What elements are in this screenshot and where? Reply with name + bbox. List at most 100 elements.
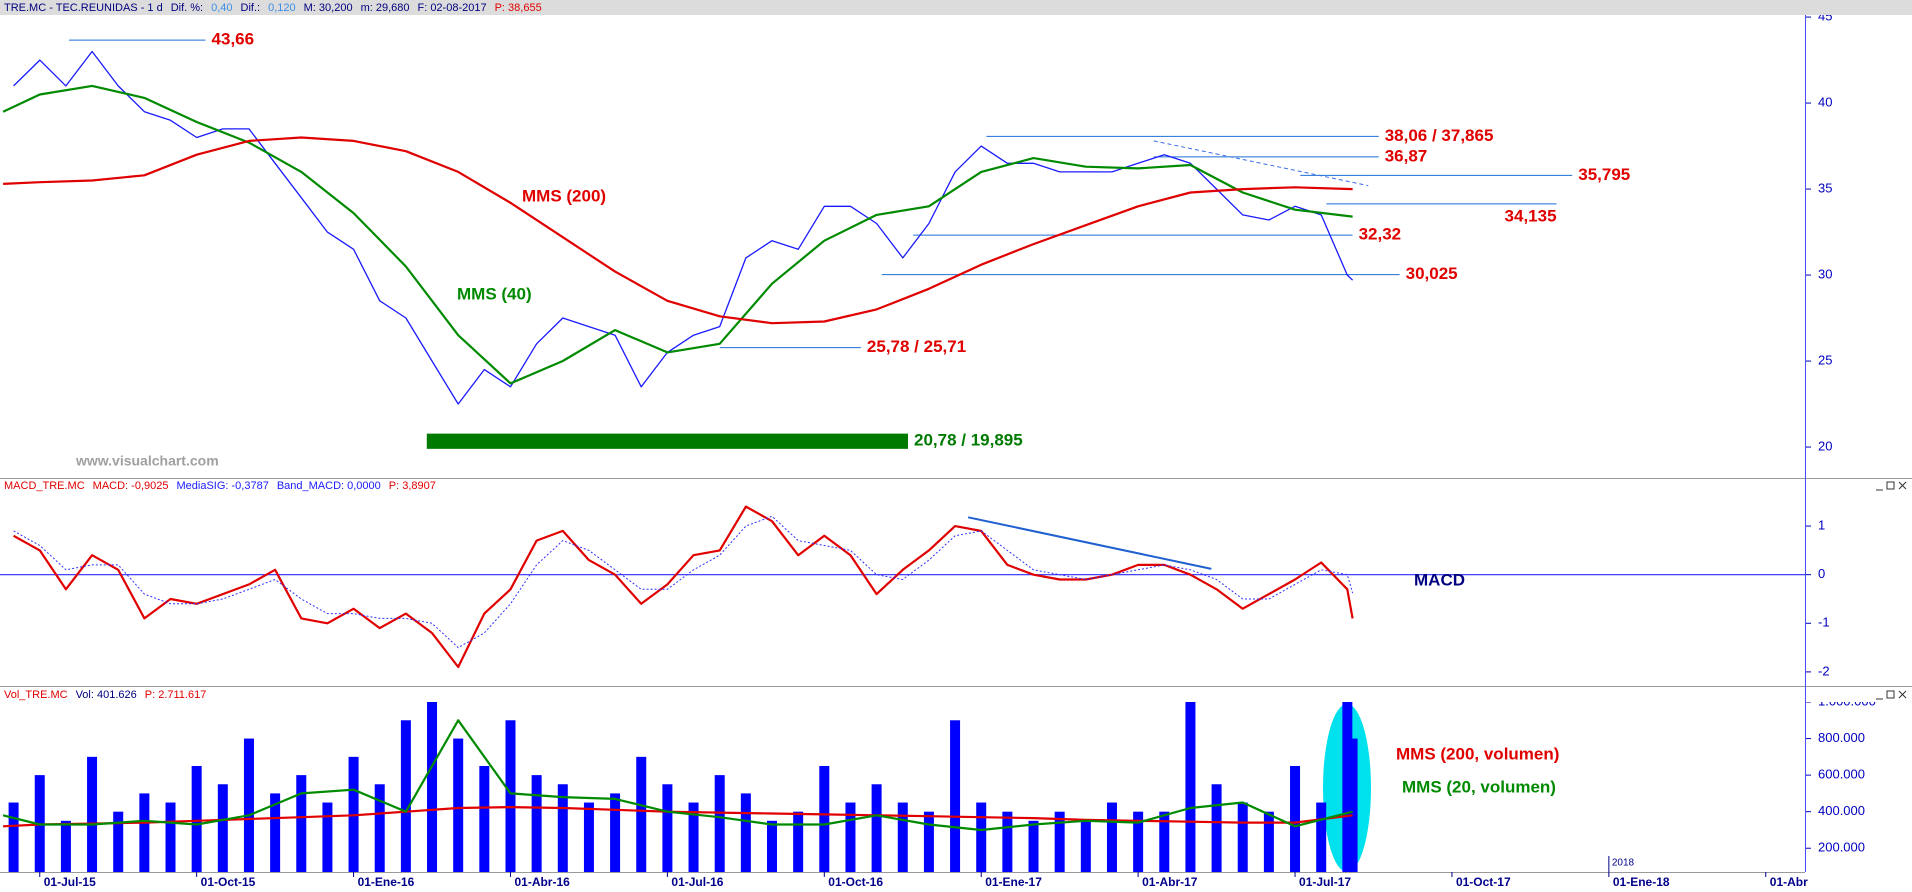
window-buttons[interactable]: [1876, 481, 1907, 491]
window-buttons[interactable]: [1876, 690, 1907, 700]
y-tick-label: 45: [1818, 9, 1832, 24]
volume-bar: [400, 720, 411, 872]
header-field: P: 2.711.617: [145, 689, 207, 701]
x-tick-label: 01-Ene-18: [1613, 875, 1670, 889]
header-field: P: 38,655: [495, 2, 542, 14]
volume-bar: [740, 793, 751, 872]
close-button[interactable]: [1898, 690, 1907, 699]
volume-bar: [1263, 811, 1274, 872]
y-tick-label: 200.000: [1818, 840, 1865, 855]
legend-label: MMS (20, volumen): [1402, 777, 1556, 796]
volume-bar: [662, 784, 673, 872]
volume-bar: [322, 802, 333, 872]
y-tick-label: 600.000: [1818, 767, 1865, 782]
series-line: [2, 84, 1353, 385]
year-label: 2018: [1612, 858, 1635, 869]
volume-bar: [1080, 820, 1091, 872]
x-tick-label: 01-Abr-16: [514, 875, 570, 889]
y-tick-label: 1.000.000: [1818, 693, 1876, 708]
volume-bar: [453, 738, 464, 872]
level-label: 35,795: [1578, 165, 1630, 184]
series-line: [13, 515, 1354, 649]
volume-bar: [1237, 802, 1248, 872]
close-button[interactable]: [1898, 481, 1907, 490]
volume-bar: [1211, 784, 1222, 872]
level-label: 30,025: [1406, 264, 1458, 283]
maximize-button[interactable]: [1886, 690, 1895, 699]
header-bar: [0, 0, 1912, 15]
level-label: 32,32: [1359, 225, 1402, 244]
volume-bar: [270, 793, 281, 872]
x-tick-label: 01-Ene-16: [358, 875, 415, 889]
volume-bar: [1347, 738, 1358, 872]
header-field: P: 3,8907: [389, 480, 436, 492]
volume-bar: [1002, 811, 1013, 872]
y-tick-label: 20: [1818, 438, 1832, 453]
y-tick-label: 1: [1818, 517, 1825, 532]
volume-bar: [923, 811, 934, 872]
y-tick-label: 40: [1818, 94, 1832, 109]
x-tick-label: 01-Oct-16: [828, 875, 883, 889]
price-header: TRE.MC - TEC.REUNIDAS - 1 d Dif. %: 0,40 Di…: [4, 2, 542, 14]
header-field: MACD_TRE.MC: [4, 480, 85, 492]
volume-bar: [243, 738, 254, 872]
volume-bar: [217, 784, 228, 872]
y-tick-label: 30: [1818, 266, 1832, 281]
macd-header: MACD_TRE.MC MACD: -0,9025 MediaSIG: -0,378…: [4, 480, 436, 492]
volume-bar: [767, 820, 778, 872]
volume-bar: [87, 756, 98, 872]
volume-bar: [1316, 802, 1327, 872]
y-tick-label: 35: [1818, 180, 1832, 195]
volume-bar: [113, 811, 124, 872]
x-tick-label: 01-Jul-15: [44, 875, 96, 889]
x-tick-label: 01-Ene-17: [985, 875, 1042, 889]
volume-bar: [976, 802, 987, 872]
volume-bar: [1290, 765, 1301, 872]
header-field: TRE.MC - TEC.REUNIDAS - 1 d: [4, 2, 163, 14]
y-tick-label: -2: [1818, 663, 1830, 678]
volume-bar: [1054, 811, 1065, 872]
y-tick-label: 0: [1818, 566, 1825, 581]
level-label: 36,87: [1385, 146, 1428, 165]
macd-panel: -2 -1 0 1: [0, 505, 1830, 678]
header-field: F: 02-08-2017: [417, 2, 486, 14]
header-field: Dif. %:: [171, 2, 203, 14]
level-label: 20,78 / 19,895: [914, 431, 1023, 450]
x-tick-label: 01-Abr: [1770, 875, 1808, 889]
y-tick-label: 25: [1818, 352, 1832, 367]
x-tick-label: 01-Oct-17: [1456, 875, 1511, 889]
level-label: 43,66: [212, 30, 255, 49]
volume-bar: [1028, 820, 1039, 872]
volume-bar: [139, 793, 150, 872]
volume-bar: [427, 702, 438, 872]
volume-bar: [610, 793, 621, 872]
legend-label: MMS (200, volumen): [1396, 744, 1559, 763]
volume-bar: [60, 820, 71, 872]
header-field: 0,40: [211, 2, 232, 14]
watermark: www.visualchart.com: [75, 453, 219, 469]
volume-bar: [819, 765, 830, 872]
volume-bar: [191, 765, 202, 872]
x-tick-label: 01-Oct-15: [201, 875, 256, 889]
level-label: 34,135: [1505, 206, 1557, 225]
volume-panel: 200.000 400.000 600.000 800.000 1.000.000: [2, 693, 1876, 872]
volume-bar: [531, 775, 542, 872]
y-tick-label: 400.000: [1818, 803, 1865, 818]
volume-bar: [296, 775, 307, 872]
series-line: [13, 505, 1354, 669]
maximize-button[interactable]: [1886, 481, 1895, 490]
volume-bar: [374, 784, 385, 872]
header-field: Vol: 401.626: [76, 689, 137, 701]
legend-label: MMS (40): [457, 284, 532, 303]
volume-bar: [793, 811, 804, 872]
trend-line: [1153, 140, 1369, 187]
series-line: [2, 719, 1353, 832]
volume-bar: [845, 802, 856, 872]
header-field: MACD: -0,9025: [93, 480, 169, 492]
volume-bar: [1342, 702, 1353, 872]
header-field: 0,120: [268, 2, 296, 14]
volume-bar: [688, 802, 699, 872]
volume-bar: [897, 802, 908, 872]
